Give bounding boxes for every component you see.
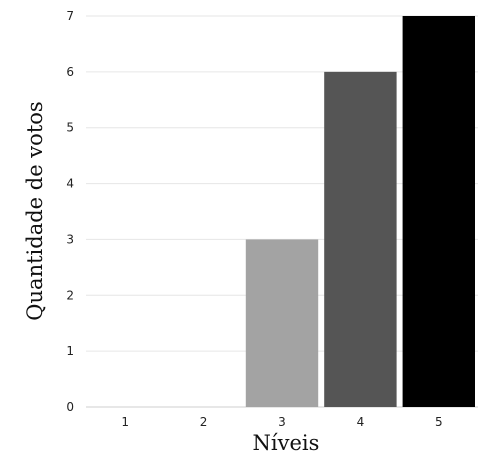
y-tick-label: 4 xyxy=(66,177,74,191)
bar-3 xyxy=(245,239,319,407)
bar-5 xyxy=(402,16,475,407)
y-tick-labels: 0 1 2 3 4 5 6 7 xyxy=(66,9,74,414)
x-tick-label: 1 xyxy=(121,415,129,429)
y-tick-label: 6 xyxy=(66,65,74,79)
x-tick-label: 4 xyxy=(357,415,365,429)
y-tick-label: 5 xyxy=(66,121,74,135)
bars xyxy=(245,16,475,407)
x-tick-label: 5 xyxy=(435,415,443,429)
y-tick-label: 2 xyxy=(66,288,74,302)
bar-4 xyxy=(324,71,397,407)
y-tick-label: 3 xyxy=(66,232,74,246)
x-tick-labels: 1 2 3 4 5 xyxy=(121,415,442,429)
y-tick-label: 1 xyxy=(66,344,74,358)
x-tick-label: 3 xyxy=(278,415,286,429)
y-tick-label: 0 xyxy=(66,400,74,414)
y-tick-label: 7 xyxy=(66,9,74,23)
x-axis-title: Níveis xyxy=(253,431,320,455)
y-axis-title: Quantidade de votos xyxy=(23,101,47,320)
x-tick-label: 2 xyxy=(200,415,208,429)
